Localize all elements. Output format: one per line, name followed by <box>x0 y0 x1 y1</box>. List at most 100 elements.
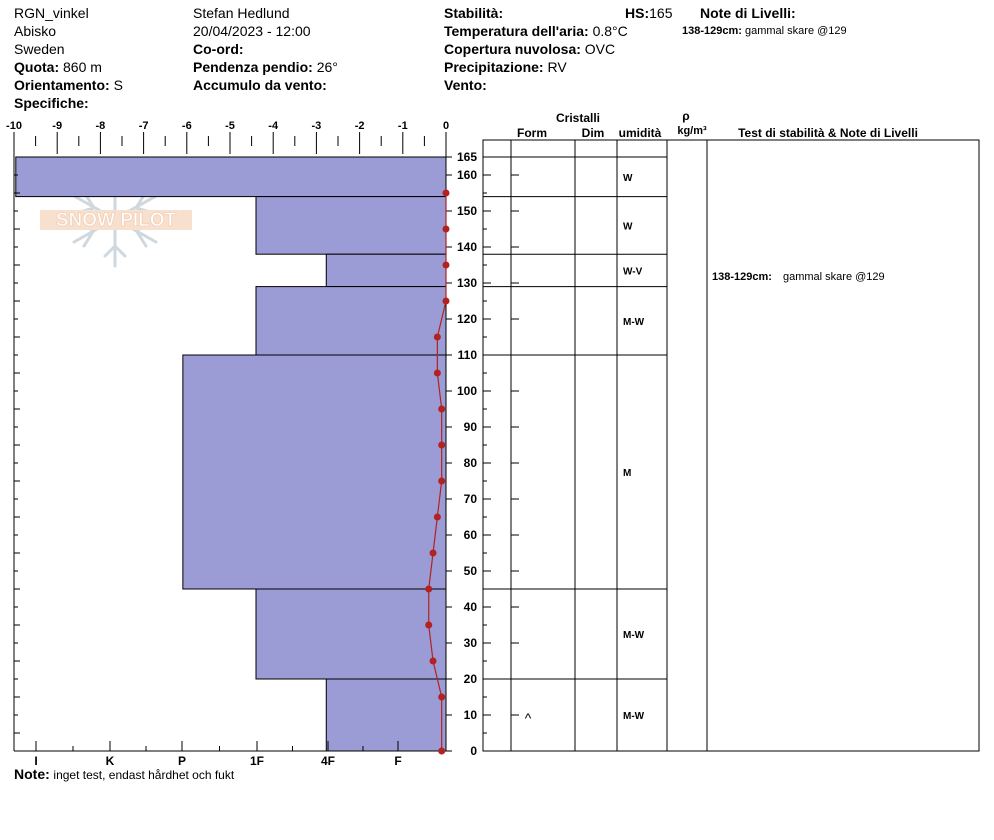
wetness-header: umidità <box>619 126 662 140</box>
layer-grain-form: ^ <box>525 710 532 726</box>
temperature-point <box>433 369 441 377</box>
note-text: inget test, endast hårdhet och fukt <box>53 768 235 782</box>
hardness-bar <box>325 678 447 752</box>
height-tick-label: 140 <box>457 240 477 254</box>
temp-tick-label: -2 <box>355 120 365 132</box>
temp-tick-label: -6 <box>182 120 192 132</box>
slope-value: 26° <box>316 59 338 75</box>
note-label: Note: <box>14 766 50 782</box>
hardness-tick-label: P <box>178 754 186 768</box>
height-tick-label: 165 <box>457 150 477 164</box>
height-tick-label: 120 <box>457 312 477 326</box>
density-symbol: ρ <box>682 109 689 123</box>
temp-tick-label: 0 <box>443 120 449 132</box>
table-layer-note-range: 138-129cm: <box>712 271 772 283</box>
table-frame <box>482 139 980 752</box>
height-tick-label: 70 <box>464 492 478 506</box>
stability: Stabilità: <box>444 4 628 22</box>
aspect-label: Orientamento: <box>14 77 110 93</box>
air-temp: Temperatura dell'aria: 0.8°C <box>444 22 628 40</box>
temperature-point <box>438 405 446 413</box>
hardness-tick-label: 1F <box>250 754 264 768</box>
layer-wetness: W-V <box>623 266 643 277</box>
layer-notes-header: Note di Livelli: <box>700 4 796 22</box>
slope: Pendenza pendio: 26° <box>193 58 338 76</box>
cloud-cover: Copertura nuvolosa: OVC <box>444 40 628 58</box>
hardness-bar <box>15 156 447 198</box>
height-tick-label: 110 <box>458 348 478 362</box>
temperature-line <box>428 193 447 751</box>
air-temp-value: 0.8°C <box>592 23 628 39</box>
layer-note-range: 138-129cm: <box>682 25 742 37</box>
axes: -10 -9 -8 -7 -6 -5 -4 -3 -2 -1 0I K P 1F 4F F0102030405… <box>6 120 477 768</box>
cloud-value: OVC <box>584 41 616 57</box>
precip-value: RV <box>547 59 567 75</box>
hardness-tick-label: K <box>106 754 115 768</box>
hs-label: HS: <box>625 5 650 21</box>
footer-note: Note: inget test, endast hårdhet och fuk… <box>14 766 234 782</box>
header-col-site: RGN_vinkel Abisko Sweden Quota: 860 m Or… <box>14 4 123 112</box>
temp-tick-label: -8 <box>96 120 106 132</box>
hardness-bar <box>255 588 447 680</box>
temp-tick-label: -5 <box>225 120 235 132</box>
hardness-bar <box>255 196 447 255</box>
location: Abisko <box>14 23 57 39</box>
layer-note-text: gammal skare @129 <box>745 25 847 37</box>
height-tick-label: 130 <box>457 276 477 290</box>
temperature-point <box>429 549 437 557</box>
elevation: Quota: 860 m <box>14 58 123 76</box>
layer-wetness: M-W <box>623 711 645 722</box>
layer-wetness: M-W <box>623 630 645 641</box>
temperature-point <box>438 693 446 701</box>
temperature-point <box>442 297 450 305</box>
height-tick-label: 30 <box>464 636 478 650</box>
temperature-point <box>425 621 433 629</box>
slope-label: Pendenza pendio: <box>193 59 313 75</box>
height-tick-label: 150 <box>457 204 477 218</box>
height-tick-label: 10 <box>464 708 478 722</box>
stability-notes-header: Test di stabilità & Note di Livelli <box>738 126 918 140</box>
stability-label: Stabilità: <box>444 5 504 21</box>
header-col-observer: Stefan Hedlund 20/04/2023 - 12:00 Co-ord… <box>193 4 338 94</box>
temperature-point <box>442 225 450 233</box>
hs-value: 165 <box>649 5 673 21</box>
air-temp-label: Temperatura dell'aria: <box>444 23 589 39</box>
height-tick-label: 60 <box>464 528 478 542</box>
temperature-point <box>438 477 446 485</box>
snow-height: HS:165 <box>625 4 672 22</box>
wind-loading: Accumulo da vento: <box>193 76 338 94</box>
height-tick-label: 0 <box>470 744 477 758</box>
temp-tick-label: -10 <box>6 120 22 132</box>
temperature-point <box>442 261 450 269</box>
layer-table: W W W-V M-W M M-W M-W ^ <box>482 139 980 752</box>
coord-label: Co-ord: <box>193 41 244 57</box>
temperature-point <box>442 189 450 197</box>
layer-wetness: W <box>623 173 633 184</box>
density-unit: kg/m³ <box>677 125 707 137</box>
hardness-tick-label: 4F <box>321 754 335 768</box>
hardness-layers <box>15 156 447 752</box>
temperature-point <box>429 657 437 665</box>
temp-tick-label: -9 <box>52 120 62 132</box>
temp-tick-label: -1 <box>398 120 408 132</box>
specifics: Specifiche: <box>14 94 123 112</box>
elevation-value: 860 m <box>63 59 102 75</box>
specifics-label: Specifiche: <box>14 95 89 111</box>
hardness-tick-label: I <box>34 754 37 768</box>
height-tick-label: 80 <box>464 456 478 470</box>
layer-wetness: M-W <box>623 317 645 328</box>
table-layer-note-text: gammal skare @129 <box>783 271 885 283</box>
form-header: Form <box>517 126 547 140</box>
wind-label: Vento: <box>444 77 487 93</box>
temperature-point <box>433 333 441 341</box>
aspect-value: S <box>113 77 123 93</box>
precipitation: Precipitazione: RV <box>444 58 628 76</box>
hardness-bar <box>325 253 447 288</box>
height-tick-label: 160 <box>457 168 477 182</box>
site-name: RGN_vinkel <box>14 5 89 21</box>
size-header: Dim <box>582 126 605 140</box>
height-tick-label: 100 <box>457 384 477 398</box>
hardness-bar <box>182 354 447 590</box>
temperature-point <box>433 513 441 521</box>
